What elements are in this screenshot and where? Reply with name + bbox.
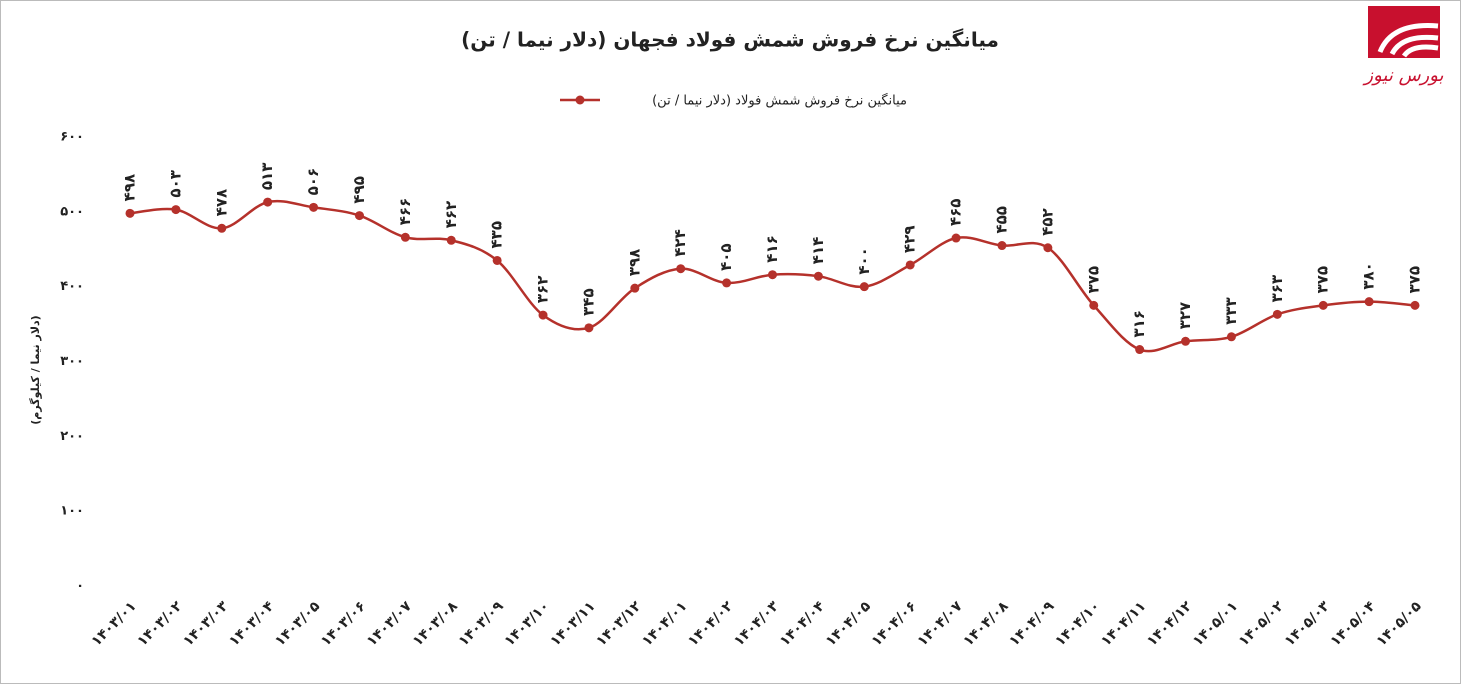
logo: بورس نیوز — [1362, 6, 1444, 86]
data-label: ۴۶۶ — [396, 198, 414, 225]
y-tick-label: ۵۰۰ — [60, 204, 84, 219]
point — [768, 270, 777, 280]
y-tick-label: ۱۰۰ — [60, 504, 84, 519]
data-label: ۴۷۸ — [212, 189, 230, 216]
y-tick-label: ۴۰۰ — [60, 279, 84, 294]
point — [1089, 300, 1099, 310]
data-label: ۴۱۴ — [809, 237, 827, 264]
data-label: ۴۱۶ — [763, 235, 781, 262]
point — [217, 223, 227, 233]
data-label: ۳۶۲ — [534, 276, 552, 303]
point — [1364, 297, 1374, 307]
point — [1410, 300, 1420, 310]
legend-marker — [575, 95, 585, 105]
point — [171, 205, 181, 215]
data-label: ۴۶۲ — [442, 201, 460, 228]
y-tick-label: ۲۰۰ — [60, 429, 84, 444]
point — [859, 282, 869, 292]
point — [813, 271, 823, 281]
point — [446, 235, 456, 245]
point — [1272, 309, 1282, 319]
point — [722, 278, 732, 288]
point — [125, 208, 135, 218]
point — [676, 264, 686, 274]
point — [1135, 345, 1145, 355]
data-label: ۴۲۹ — [901, 225, 919, 252]
point — [630, 283, 640, 293]
data-label: ۳۱۶ — [1130, 310, 1148, 337]
point — [1043, 243, 1053, 253]
y-tick-label: ۶۰۰ — [60, 130, 84, 145]
legend-label: میانگین نرخ فروش شمش فولاد (دلار نیما / … — [652, 93, 907, 109]
point — [951, 233, 961, 243]
data-label: ۳۹۸ — [625, 249, 643, 276]
y-tick-label: ۰ — [76, 579, 84, 594]
data-label: ۴۰۵ — [717, 243, 735, 270]
data-label: ۳۲۷ — [1176, 302, 1194, 329]
data-label: ۵۱۳ — [258, 163, 276, 190]
data-label: ۳۷۵ — [1314, 266, 1332, 293]
point — [997, 241, 1007, 251]
point — [263, 197, 273, 207]
data-label: ۴۵۲ — [1038, 208, 1056, 235]
data-label: ۴۹۸ — [121, 174, 139, 201]
point — [354, 211, 364, 221]
data-label: ۳۳۳ — [1222, 297, 1240, 324]
data-label: ۳۷۵ — [1084, 266, 1102, 293]
data-label: ۴۵۵ — [992, 206, 1010, 233]
point — [492, 255, 502, 265]
point — [400, 232, 410, 242]
point — [905, 260, 915, 270]
point — [538, 310, 548, 320]
y-tick-label: ۳۰۰ — [60, 354, 84, 369]
point — [309, 202, 319, 212]
data-label: ۴۶۵ — [947, 199, 965, 226]
point — [1318, 300, 1328, 310]
data-label: ۳۷۵ — [1406, 266, 1424, 293]
point — [1181, 336, 1191, 346]
chart-title: میانگین نرخ فروش شمش فولاد فجهان (دلار ن… — [461, 28, 999, 52]
data-label: ۳۸۰ — [1360, 262, 1378, 289]
data-label: ۳۶۳ — [1268, 275, 1286, 302]
data-label: ۴۹۵ — [350, 176, 368, 203]
y-axis-label: (دلار نیما / کیلوگرم) — [29, 315, 42, 424]
data-label: ۴۲۴ — [671, 229, 689, 256]
data-label: ۳۴۵ — [579, 288, 597, 315]
data-label: ۴۳۵ — [488, 221, 506, 248]
data-label: ۴۰۰ — [855, 247, 873, 274]
logo-text: بورس نیوز — [1362, 65, 1443, 86]
point — [584, 323, 594, 333]
data-label: ۵۰۳ — [166, 170, 184, 197]
point — [1226, 332, 1236, 342]
data-label: ۵۰۶ — [304, 168, 322, 195]
